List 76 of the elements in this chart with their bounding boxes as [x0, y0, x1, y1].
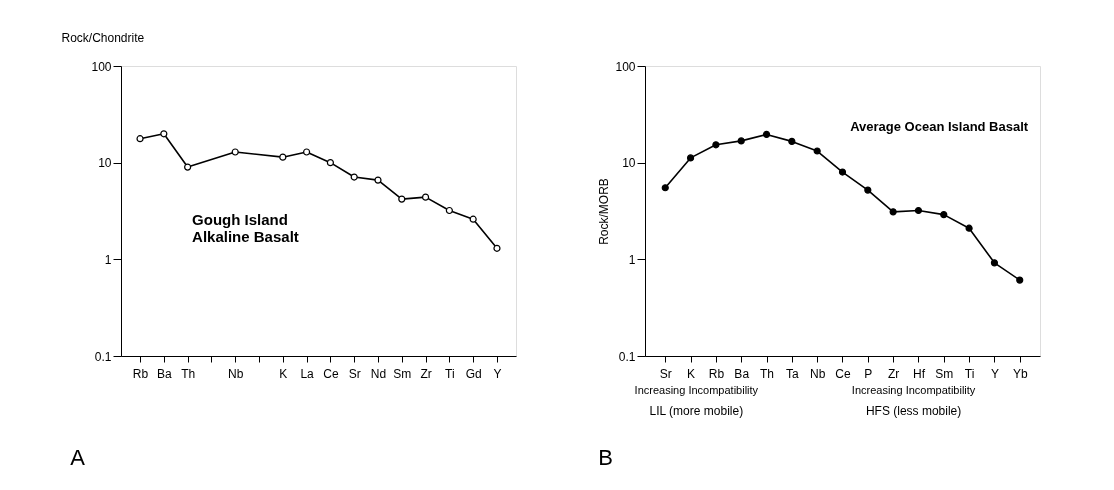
y-tick-label: 10 [98, 156, 112, 171]
point [712, 141, 720, 149]
y-axis-title: Rock/Chondrite [61, 30, 145, 45]
y-tick-label: 100 [91, 59, 112, 74]
x-tick-label: K [687, 366, 696, 381]
point [231, 148, 239, 156]
x-tick-label: Zr [887, 366, 900, 381]
x-tick-label: Ti [445, 366, 455, 381]
x-tick-label: Ce [323, 366, 339, 381]
x-tick-label: Zr [420, 366, 432, 381]
x-tick-label: Y [493, 366, 502, 381]
x-tick-label: La [300, 366, 315, 381]
point [1016, 276, 1024, 284]
text: B [598, 444, 613, 470]
x-tick-label: Th [181, 366, 196, 381]
point [788, 137, 796, 145]
x-tick-label: Nb [810, 366, 826, 381]
point [350, 173, 358, 181]
x-tick-label: Ce [835, 366, 851, 381]
x-tick-label: Ti [964, 366, 975, 381]
x-tick-label: Th [760, 366, 775, 381]
x-tick-label: Nb [228, 366, 244, 381]
point [421, 193, 430, 201]
point [303, 148, 311, 156]
y-tick-label: 0.1 [618, 349, 636, 364]
point [737, 137, 745, 145]
x-tick-label: Yb [1012, 366, 1028, 381]
point [326, 159, 334, 167]
point [686, 154, 695, 162]
point [374, 176, 382, 184]
annotation: Gough Island Alkaline Basalt [192, 210, 299, 245]
point [661, 184, 669, 192]
x-tick-label: Gd [465, 366, 482, 381]
y-axis-title: Rock/MORB [597, 178, 612, 245]
annotation: Average Ocean Island Basalt [850, 118, 1029, 134]
point [184, 163, 192, 171]
y-tick-label: 10 [622, 156, 636, 171]
point [398, 195, 406, 203]
y-tick-label: 1 [628, 252, 636, 267]
x-tick-label: Ba [734, 366, 750, 381]
x-tick-label: Sm [393, 366, 412, 381]
point [469, 215, 477, 223]
text: HFS (less mobile) [865, 404, 962, 419]
y-tick-label: 0.1 [94, 349, 112, 364]
point [940, 211, 948, 219]
y-tick-label: 100 [615, 59, 636, 74]
x-tick-label: P [864, 366, 873, 381]
x-tick-label: Rb [132, 366, 149, 381]
point [279, 153, 287, 161]
point [136, 135, 144, 143]
text: Increasing Incompatibility [851, 383, 976, 396]
x-tick-label: Rb [708, 366, 725, 381]
x-tick-label: Sm [935, 366, 954, 381]
x-tick-label: Y [990, 366, 999, 381]
point [990, 259, 999, 267]
point [889, 208, 897, 216]
point [493, 244, 501, 252]
point [445, 206, 453, 215]
point [914, 206, 923, 215]
y-tick-label: 1 [104, 252, 112, 267]
point [160, 130, 168, 138]
x-tick-label: Hf [912, 366, 926, 381]
x-tick-label: Sr [348, 366, 361, 381]
text: LIL (more mobile) [649, 404, 744, 419]
point [838, 168, 847, 176]
x-tick-label: Ba [156, 366, 172, 381]
x-tick-label: Ta [786, 366, 800, 381]
x-tick-label: Nd [370, 366, 387, 381]
text: A [70, 444, 86, 470]
x-tick-label: K [279, 366, 288, 381]
point [762, 130, 771, 139]
point [965, 224, 973, 232]
point [864, 186, 872, 194]
point [813, 147, 821, 155]
x-tick-label: Sr [659, 366, 672, 381]
text: Increasing Incompatibility [634, 383, 759, 396]
